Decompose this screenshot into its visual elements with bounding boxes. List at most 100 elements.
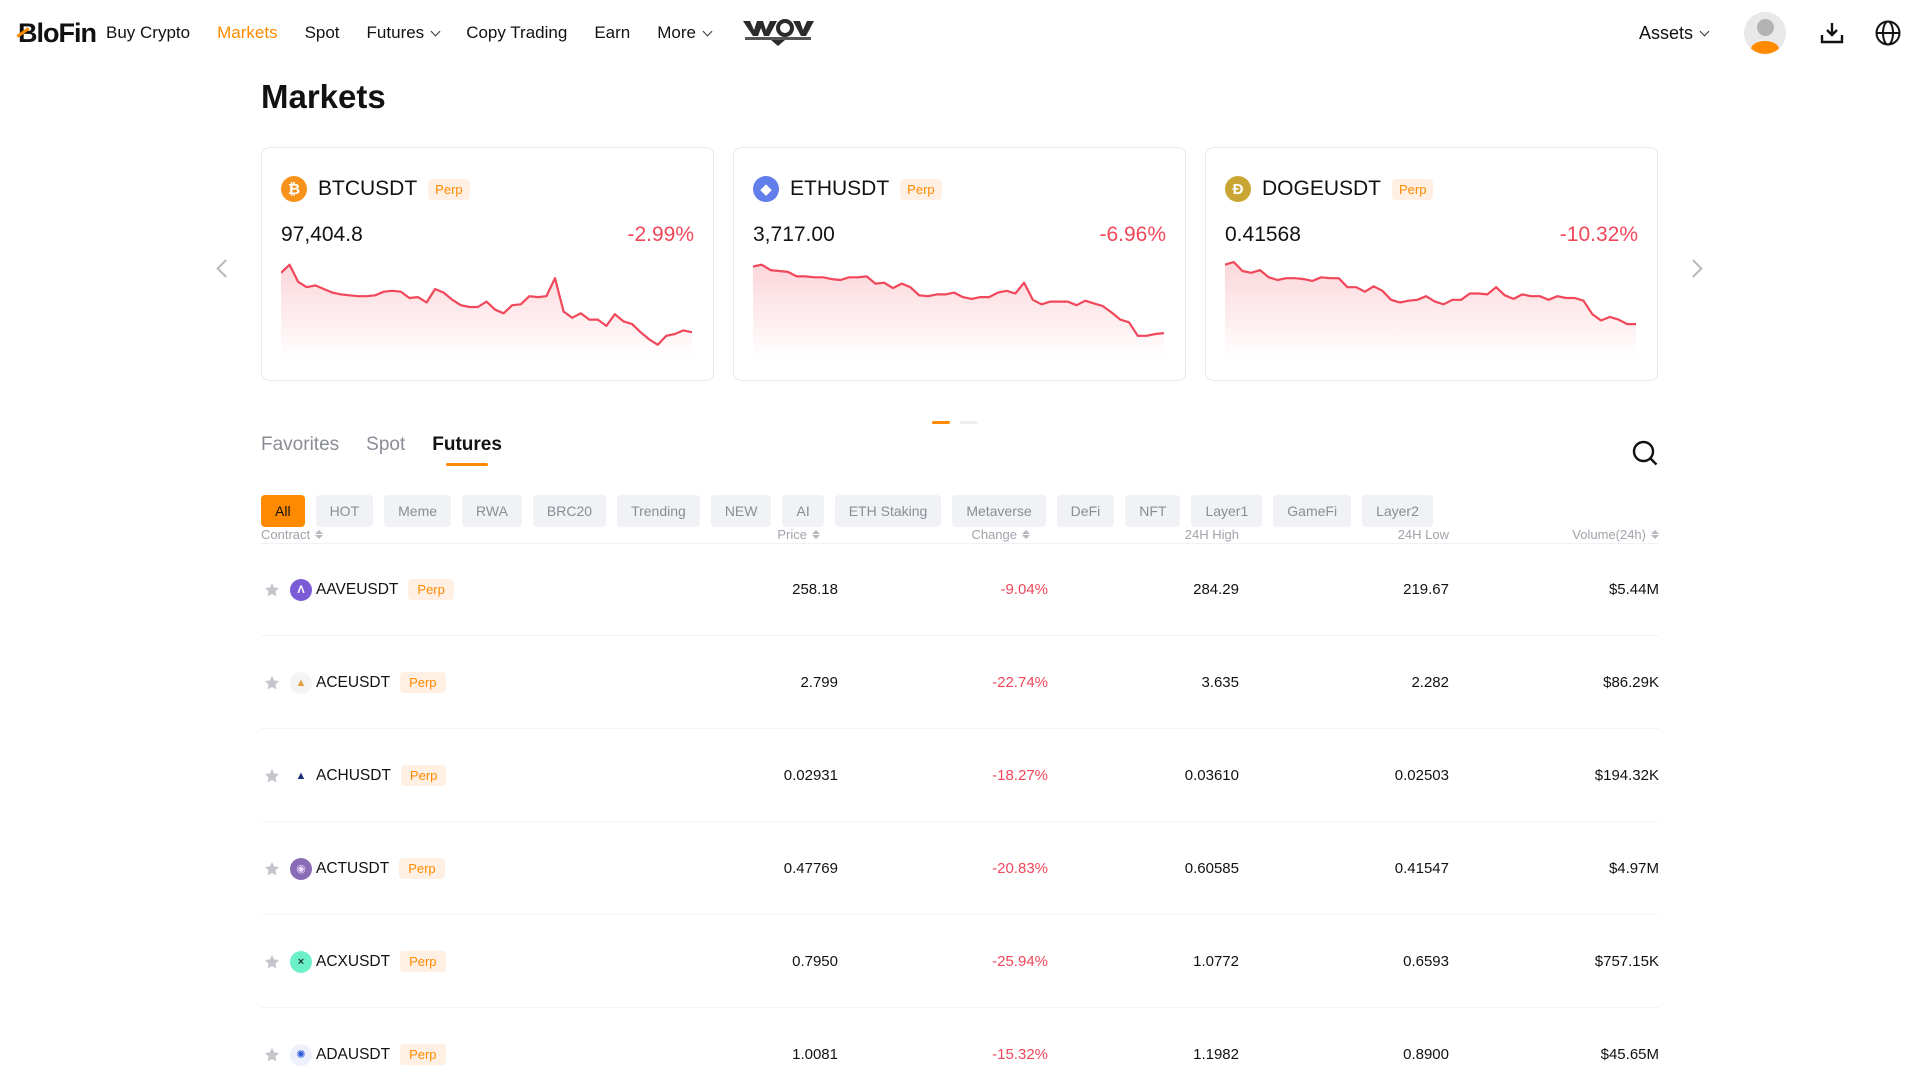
tab-spot[interactable]: Spot — [366, 434, 406, 455]
filter-chip-defi[interactable]: DeFi — [1056, 495, 1115, 527]
contract-symbol[interactable]: ACHUSDT — [316, 766, 391, 784]
assets-menu[interactable]: Assets — [1639, 23, 1710, 44]
sort-icon[interactable] — [812, 530, 820, 539]
filter-chip-meme[interactable]: Meme — [384, 495, 452, 527]
column-header-volume-24h-[interactable]: Volume(24h) — [1572, 527, 1659, 542]
nav-item-futures[interactable]: Futures — [366, 23, 441, 43]
price-cell: 0.47769 — [783, 860, 838, 877]
favorite-star-icon[interactable] — [263, 767, 281, 785]
card-symbol: BTCUSDT — [318, 177, 418, 200]
sort-icon[interactable] — [1022, 530, 1030, 539]
card-price: 3,717.00 — [753, 223, 835, 246]
avatar-body — [1751, 41, 1779, 54]
tab-futures[interactable]: Futures — [432, 434, 502, 466]
contract-symbol[interactable]: ACEUSDT — [316, 673, 391, 691]
coin-icon-ethusdt: ◆ — [753, 176, 779, 202]
filter-chip-eth-staking[interactable]: ETH Staking — [834, 495, 942, 527]
page-title: Markets — [261, 78, 386, 115]
carousel-dot-2[interactable] — [960, 421, 978, 424]
sort-icon[interactable] — [1651, 530, 1659, 539]
filter-chip-gamefi[interactable]: GameFi — [1273, 495, 1352, 527]
nav-item-label: Markets — [217, 23, 278, 42]
perp-badge: Perp — [400, 951, 446, 972]
nav-item-label: Earn — [594, 23, 631, 42]
coin-icon-aaveusdt: Λ — [290, 578, 312, 601]
favorite-star-icon[interactable] — [263, 953, 281, 971]
nav-item-buy-crypto[interactable]: Buy Crypto — [106, 23, 190, 43]
favorite-star-icon[interactable] — [263, 674, 281, 692]
perp-badge: Perp — [900, 178, 942, 200]
market-card-ethusdt[interactable]: ◆ ETHUSDT Perp 3,717.00 -6.96% — [733, 147, 1186, 381]
card-header: ◆ ETHUSDT Perp — [753, 176, 942, 202]
perp-badge: Perp — [400, 672, 446, 693]
nav-item-label: Futures — [366, 23, 425, 42]
contract-symbol[interactable]: ACXUSDT — [316, 952, 391, 970]
filter-chip-layer2[interactable]: Layer2 — [1362, 495, 1433, 527]
low-cell: 0.6593 — [1403, 953, 1449, 970]
filter-chip-trending[interactable]: Trending — [617, 495, 700, 527]
carousel-next-button[interactable] — [1682, 254, 1710, 282]
search-button[interactable] — [1631, 439, 1659, 467]
filter-chip-ai[interactable]: AI — [782, 495, 824, 527]
sort-icon[interactable] — [315, 530, 324, 539]
market-card-dogeusdt[interactable]: Ð DOGEUSDT Perp 0.41568 -10.32% — [1205, 147, 1658, 381]
top-nav: BloFin Buy Crypto Markets Spot Futures Copy … — [0, 0, 1920, 66]
favorite-star-icon[interactable] — [263, 581, 281, 599]
carousel-dot-1[interactable] — [932, 421, 950, 424]
coin-icon-aceusdt: ▲ — [290, 671, 312, 694]
low-cell: 219.67 — [1403, 581, 1449, 598]
column-header-contract[interactable]: Contract — [261, 527, 324, 542]
filter-chip-hot[interactable]: HOT — [315, 495, 374, 527]
perp-badge: Perp — [399, 858, 445, 879]
filter-chip-new[interactable]: NEW — [710, 495, 772, 527]
main-menu: Buy Crypto Markets Spot Futures Copy Trading… — [106, 0, 815, 66]
nav-item-spot[interactable]: Spot — [305, 23, 340, 43]
contract-symbol[interactable]: ADAUSDT — [316, 1045, 391, 1063]
favorite-star-icon[interactable] — [263, 860, 281, 878]
globe-icon — [1875, 20, 1901, 46]
contract-cell: ▲ ACHUSDT Perp — [263, 729, 447, 822]
table-row[interactable]: ◉ ACTUSDT Perp 0.47769 -20.83% 0.60585 0.41547… — [261, 822, 1659, 915]
language-button[interactable] — [1874, 19, 1902, 47]
filter-chip-rwa[interactable]: RWA — [462, 495, 522, 527]
high-cell: 0.03610 — [1184, 767, 1239, 784]
carousel-prev-button[interactable] — [210, 254, 238, 282]
nav-item-earn[interactable]: Earn — [594, 23, 630, 43]
filter-chip-all[interactable]: All — [261, 495, 305, 527]
column-header-24h-high: 24H High — [1185, 527, 1239, 542]
table-row[interactable]: ▲ ACEUSDT Perp 2.799 -22.74% 3.635 2.282 $86.29… — [261, 636, 1659, 729]
chevron-down-icon — [702, 26, 713, 36]
coin-icon-acxusdt: × — [290, 950, 312, 973]
market-card-btcusdt[interactable]: ₿ BTCUSDT Perp 97,404.8 -2.99% — [261, 147, 714, 381]
contract-cell: ✺ ADAUSDT Perp — [263, 1008, 446, 1080]
avatar[interactable] — [1744, 12, 1786, 54]
nav-item-more[interactable]: More — [657, 23, 713, 43]
column-header-change[interactable]: Change — [971, 527, 1030, 542]
filter-chip-brc20[interactable]: BRC20 — [532, 495, 607, 527]
nav-item-copy-trading[interactable]: Copy Trading — [466, 23, 567, 43]
search-icon — [1632, 440, 1658, 466]
table-row[interactable]: ✺ ADAUSDT Perp 1.0081 -15.32% 1.1982 0.8900 $45… — [261, 1008, 1659, 1080]
nav-item-markets[interactable]: Markets — [217, 23, 277, 43]
favorite-star-icon[interactable] — [263, 1046, 281, 1064]
download-button[interactable] — [1818, 19, 1846, 47]
blofin-logo[interactable]: BloFin — [16, 18, 97, 48]
perp-badge: Perp — [400, 765, 447, 786]
card-symbol: DOGEUSDT — [1262, 177, 1382, 200]
filter-chip-layer1[interactable]: Layer1 — [1191, 495, 1263, 527]
volume-cell: $194.32K — [1594, 767, 1659, 784]
price-cell: 2.799 — [800, 674, 838, 691]
table-row[interactable]: ▲ ACHUSDT Perp 0.02931 -18.27% 0.03610 0.02503… — [261, 729, 1659, 822]
table-row[interactable]: × ACXUSDT Perp 0.7950 -25.94% 1.0772 0.6593 $75… — [261, 915, 1659, 1008]
war-of-whales-logo[interactable] — [741, 19, 815, 47]
tab-favorites[interactable]: Favorites — [261, 434, 340, 455]
perp-badge: Perp — [400, 1044, 446, 1065]
contract-symbol[interactable]: ACTUSDT — [316, 859, 390, 877]
contract-symbol[interactable]: AAVEUSDT — [316, 580, 399, 598]
column-header-price[interactable]: Price — [777, 527, 820, 542]
filter-chip-metaverse[interactable]: Metaverse — [952, 495, 1046, 527]
coin-icon-actusdt: ◉ — [290, 857, 312, 880]
filter-chip-nft[interactable]: NFT — [1125, 495, 1181, 527]
change-cell: -22.74% — [992, 674, 1048, 691]
table-row[interactable]: Λ AAVEUSDT Perp 258.18 -9.04% 284.29 219.67 $5.… — [261, 543, 1659, 636]
